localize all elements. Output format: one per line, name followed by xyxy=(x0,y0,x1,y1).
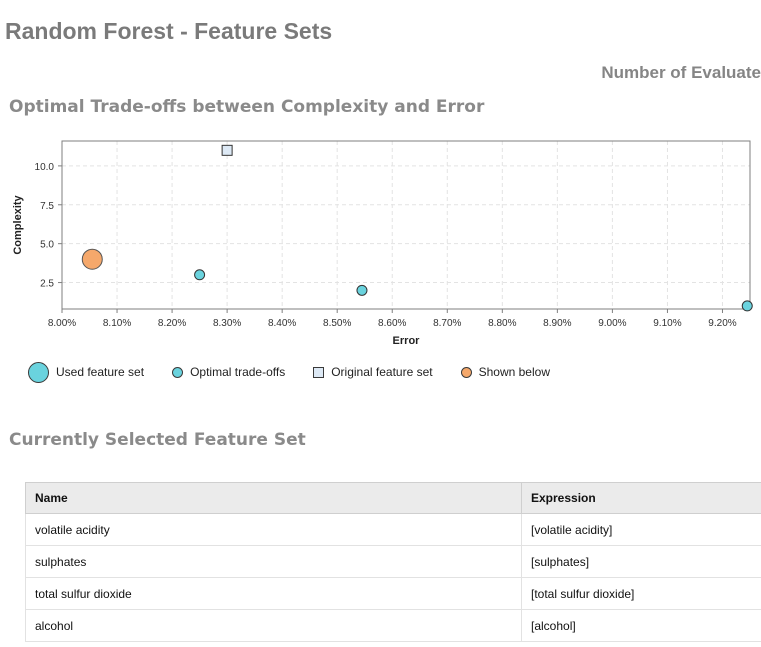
table-row[interactable]: sulphates [sulphates] xyxy=(25,545,761,578)
legend-item-optimal: Optimal trade-offs xyxy=(172,365,285,379)
x-tick-label: 9.10% xyxy=(653,318,681,329)
y-tick-label: 10.0 xyxy=(35,162,55,173)
feature-expression-cell: [volatile acidity] xyxy=(521,513,761,546)
legend-item-used: Used feature set xyxy=(28,361,145,383)
x-tick-label: 8.30% xyxy=(213,318,241,329)
table-header-row: Name Expression xyxy=(25,482,761,514)
legend-label: Optimal trade-offs xyxy=(190,365,286,379)
shown-below-point[interactable] xyxy=(81,248,103,270)
plot-area-frame xyxy=(61,140,751,310)
table-row[interactable]: alcohol [alcohol] xyxy=(25,609,761,642)
optimal-tradeoff-marker-icon xyxy=(172,366,184,378)
tradeoffs-section-title: Optimal Trade-offs between Complexity an… xyxy=(9,97,485,117)
column-header-expression[interactable]: Expression xyxy=(521,482,761,514)
chart-legend: Used feature set Optimal trade-offs Orig… xyxy=(28,360,578,384)
legend-label: Used feature set xyxy=(56,365,145,379)
feature-name-cell: alcohol xyxy=(25,609,522,642)
optimal-tradeoff-point[interactable] xyxy=(194,269,206,281)
x-tick-label: 8.70% xyxy=(433,318,461,329)
legend-label: Original feature set xyxy=(331,365,433,379)
selected-section-title: Currently Selected Feature Set xyxy=(9,430,306,450)
feature-name-cell: volatile acidity xyxy=(25,513,522,546)
optimal-tradeoff-point[interactable] xyxy=(741,300,753,312)
optimal-tradeoff-point[interactable] xyxy=(356,284,368,296)
y-tick-label: 7.5 xyxy=(40,201,54,212)
original-feature-set-point[interactable] xyxy=(221,144,233,156)
feature-set-table: Name Expression volatile acidity [volati… xyxy=(25,482,761,642)
y-tick-label: 5.0 xyxy=(40,240,54,251)
feature-expression-cell: [alcohol] xyxy=(521,609,761,642)
x-tick-label: 9.20% xyxy=(708,318,736,329)
legend-label: Shown below xyxy=(478,365,550,379)
y-axis-label: Complexity xyxy=(12,194,24,254)
shown-below-marker-icon xyxy=(460,366,472,378)
x-tick-label: 8.90% xyxy=(543,318,571,329)
feature-expression-cell: [sulphates] xyxy=(521,545,761,578)
x-axis-label: Error xyxy=(393,335,421,347)
x-tick-label: 8.10% xyxy=(103,318,131,329)
page-title: Random Forest - Feature Sets xyxy=(5,18,333,44)
tradeoff-scatter-chart: 8.00% 8.10% 8.20% 8.30% 8.40% 8.50% 8.60% 8.70%… xyxy=(12,140,753,347)
x-tick-label: 8.80% xyxy=(488,318,516,329)
x-tick-label: 8.00% xyxy=(48,318,76,329)
used-feature-set-marker-icon xyxy=(28,361,49,383)
table-row[interactable]: volatile acidity [volatile acidity] xyxy=(25,513,761,546)
table-row[interactable]: total sulfur dioxide [total sulfur dioxi… xyxy=(25,577,761,610)
x-tick-label: 8.60% xyxy=(378,318,406,329)
legend-item-shown: Shown below xyxy=(460,365,550,379)
legend-item-original: Original feature set xyxy=(313,365,433,379)
x-tick-label: 8.50% xyxy=(323,318,351,329)
feature-name-cell: sulphates xyxy=(25,545,522,578)
feature-expression-cell: [total sulfur dioxide] xyxy=(521,577,761,610)
x-tick-label: 8.40% xyxy=(268,318,296,329)
column-header-name[interactable]: Name xyxy=(25,482,522,514)
x-tick-label: 9.00% xyxy=(598,318,626,329)
feature-name-cell: total sulfur dioxide xyxy=(25,577,522,610)
x-tick-label: 8.20% xyxy=(158,318,186,329)
y-tick-label: 2.5 xyxy=(40,279,54,290)
original-feature-set-marker-icon xyxy=(313,366,325,378)
evaluations-header: Number of Evaluate xyxy=(601,63,761,82)
